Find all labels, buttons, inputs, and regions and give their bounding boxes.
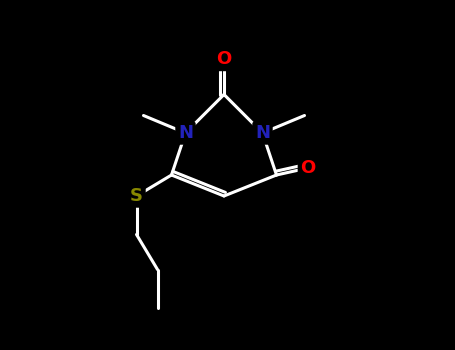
Text: O: O — [217, 50, 232, 69]
Text: O: O — [300, 159, 316, 177]
Text: N: N — [255, 124, 270, 142]
Text: S: S — [130, 187, 143, 205]
Text: N: N — [178, 124, 193, 142]
